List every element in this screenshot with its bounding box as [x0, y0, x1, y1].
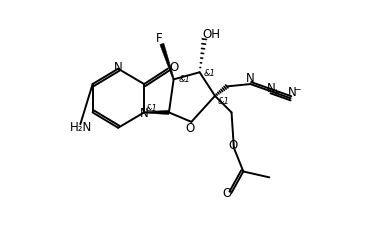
- Text: H₂N: H₂N: [70, 120, 92, 134]
- Text: OH: OH: [203, 28, 220, 41]
- Text: &1: &1: [146, 104, 158, 113]
- Text: O: O: [186, 122, 195, 136]
- Polygon shape: [144, 110, 169, 114]
- Text: F: F: [156, 32, 163, 44]
- Text: O: O: [169, 61, 178, 74]
- Text: −: −: [293, 84, 300, 93]
- Text: N: N: [287, 86, 296, 99]
- Text: &1: &1: [204, 69, 215, 78]
- Text: N: N: [267, 82, 276, 95]
- Text: O: O: [222, 187, 231, 201]
- Text: N: N: [114, 61, 122, 74]
- Text: +: +: [272, 88, 279, 97]
- Text: N: N: [140, 107, 149, 120]
- Text: &1: &1: [178, 75, 190, 84]
- Text: &1: &1: [217, 97, 229, 106]
- Text: O: O: [228, 140, 237, 152]
- Text: N: N: [246, 72, 255, 85]
- Polygon shape: [160, 43, 174, 80]
